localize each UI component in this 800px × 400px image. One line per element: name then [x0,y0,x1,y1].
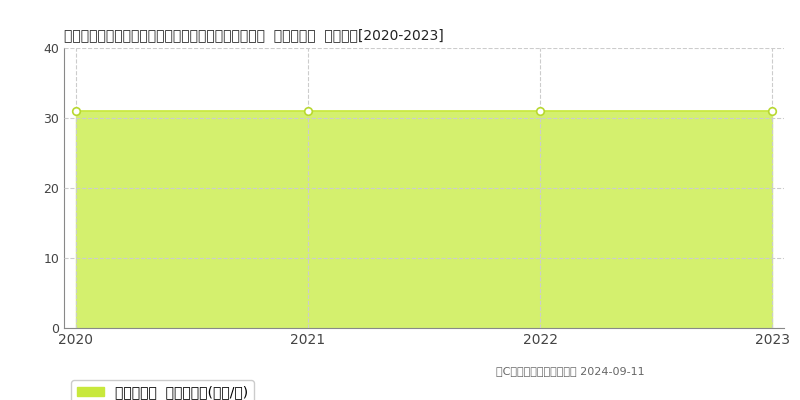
Legend: 基準地価格  平均坪単価(万円/坪): 基準地価格 平均坪単価(万円/坪) [71,380,254,400]
Point [70,108,82,114]
Point [534,108,546,114]
Point [766,108,778,114]
Text: 愛知県知多郡阿久比町大字白沢字上カナクソ５番１５  基準地価格  地価推移[2020-2023]: 愛知県知多郡阿久比町大字白沢字上カナクソ５番１５ 基準地価格 地価推移[2020… [64,29,444,43]
Text: （C）土地価格ドットコム 2024-09-11: （C）土地価格ドットコム 2024-09-11 [496,366,645,376]
Point [302,108,314,114]
